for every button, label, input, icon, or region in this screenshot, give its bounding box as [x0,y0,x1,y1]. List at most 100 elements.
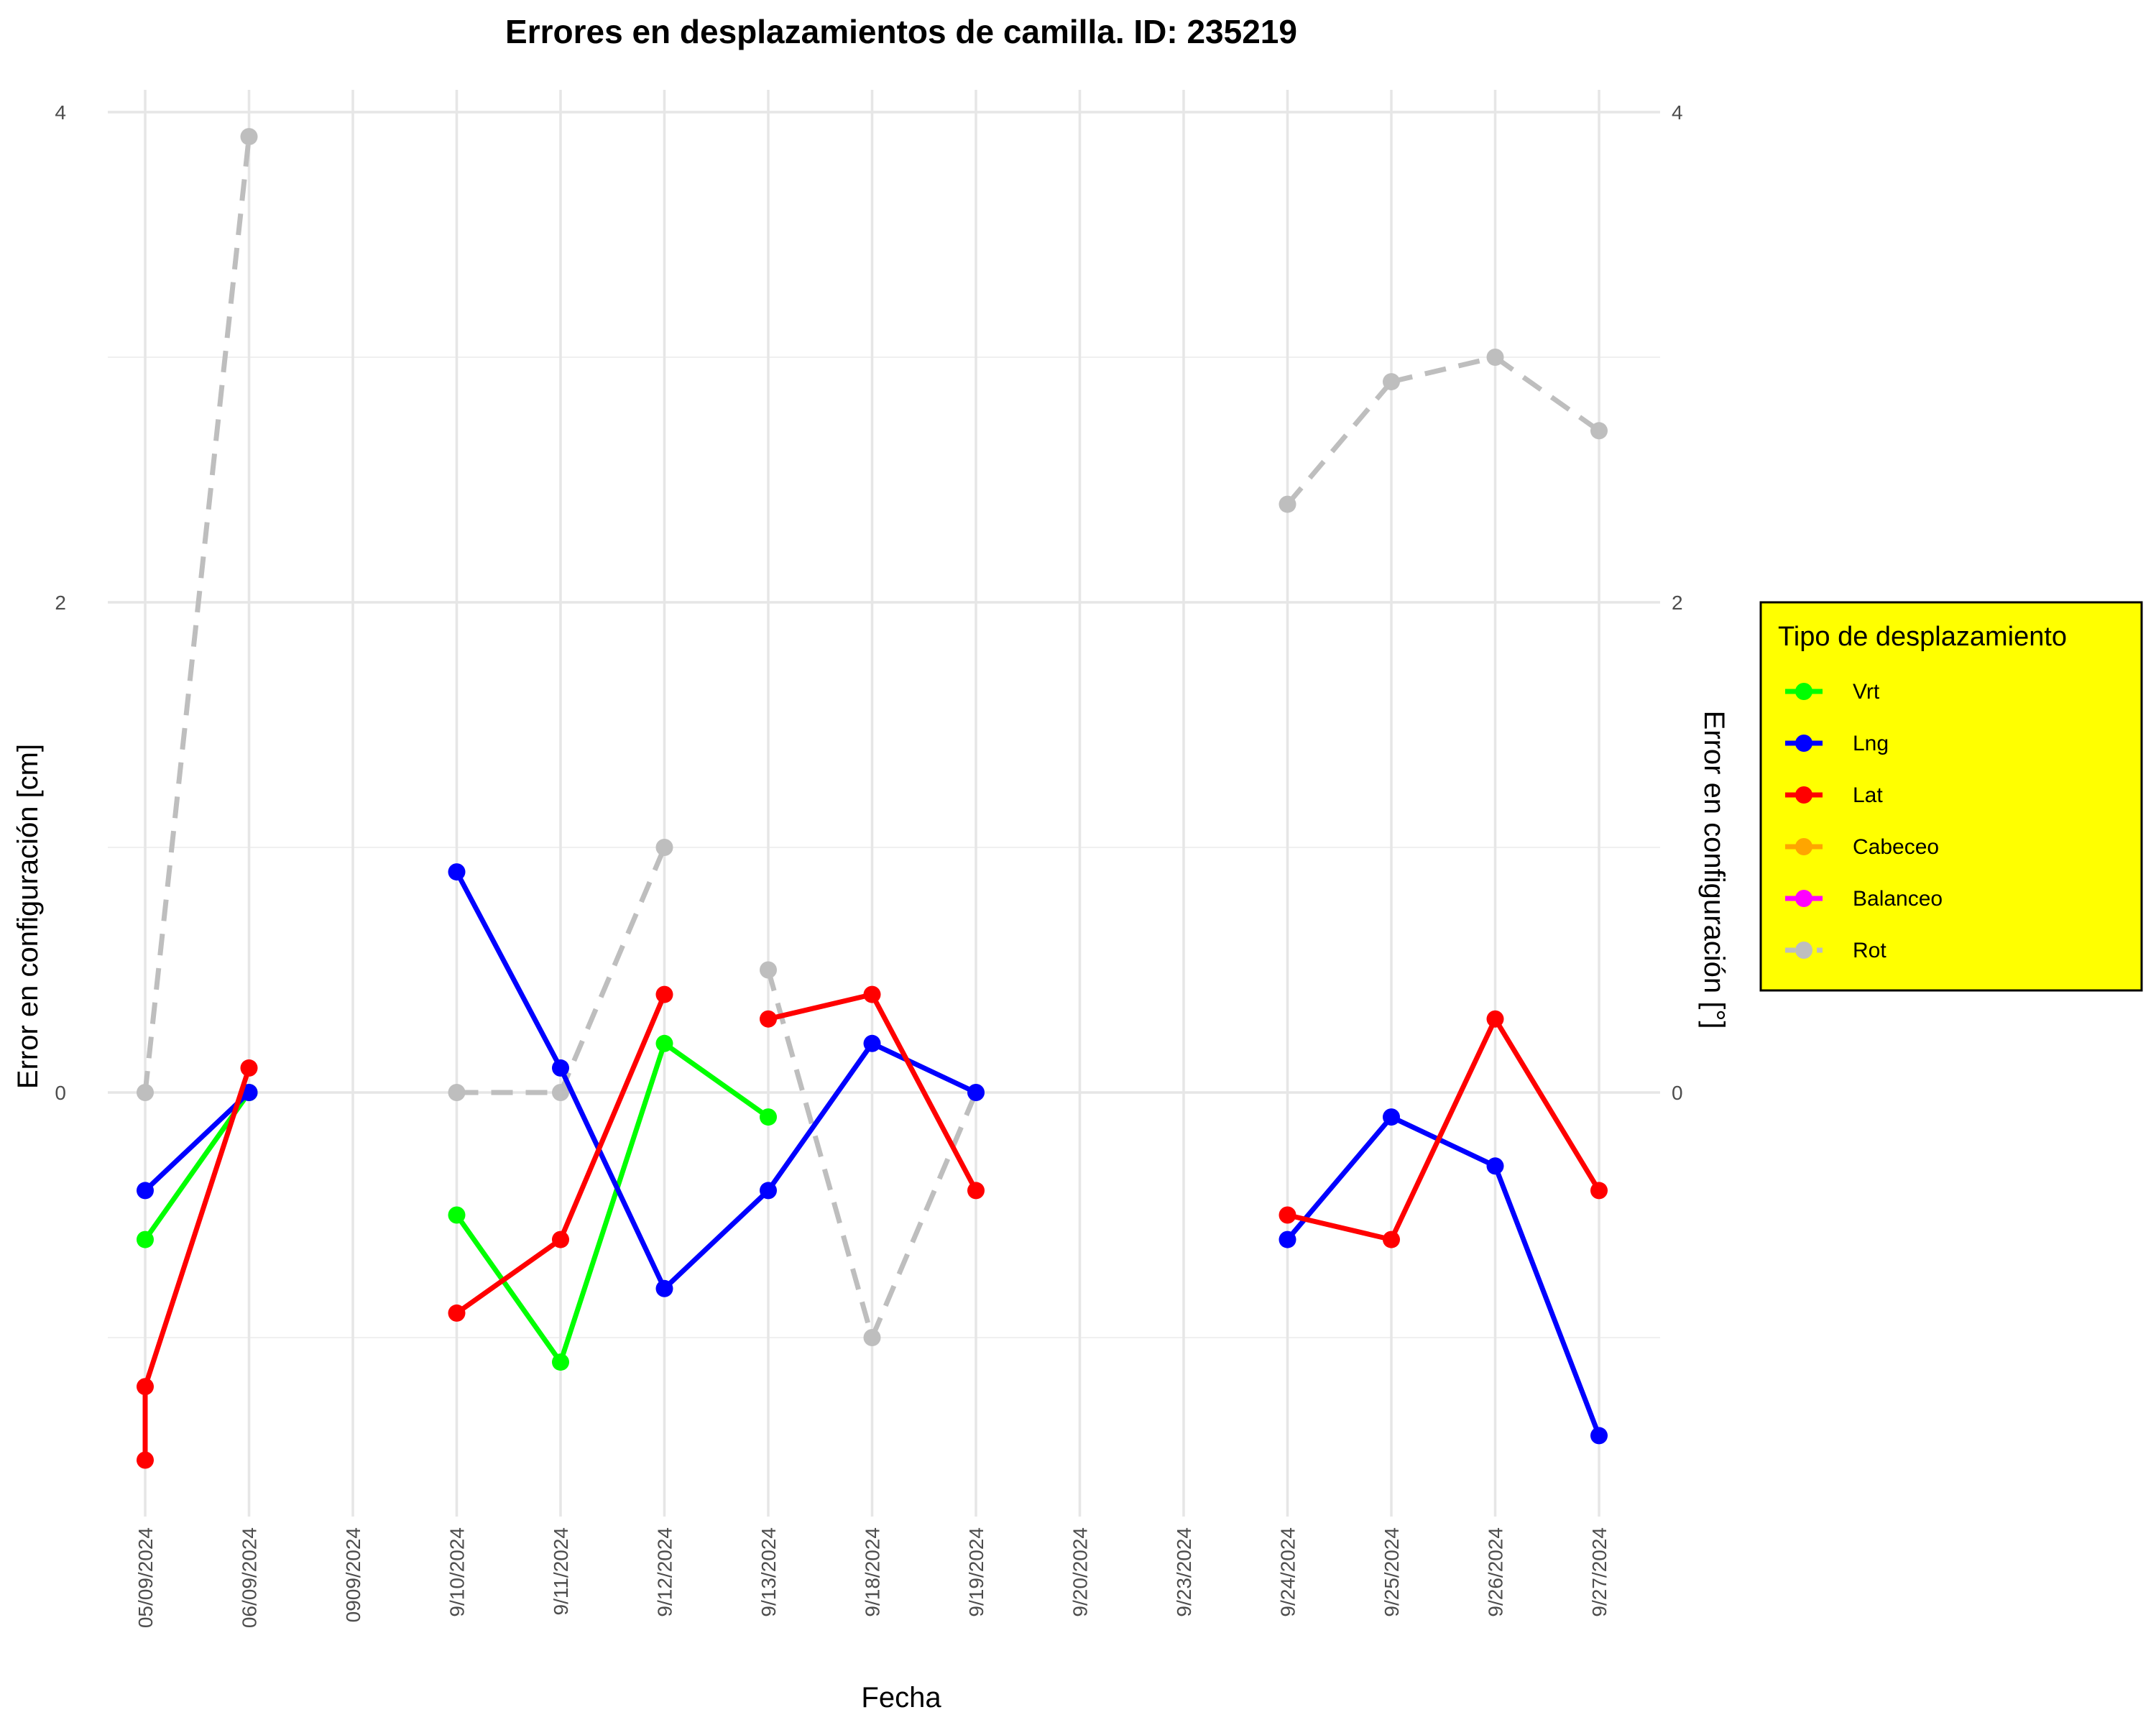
x-tick-label: 9/19/2024 [965,1527,987,1617]
line-segment-vrt [558,1042,667,1363]
point-rot [552,1084,569,1101]
line-segment-lng [1390,1114,1496,1169]
point-rot [448,1084,466,1101]
point-vrt [655,1034,673,1052]
point-vrt [137,1230,154,1248]
point-lat [967,1182,985,1200]
line-segment-lat [1388,1018,1498,1241]
point-lat [1590,1182,1608,1200]
legend-label-rot: Rot [1853,939,1886,962]
point-lng [552,1059,569,1077]
point-lat [1486,1010,1504,1028]
legend-key-lng [1785,735,1823,752]
y-tick-label-right: 2 [1672,592,1683,614]
point-rot [137,1084,154,1101]
legend-point-vrt [1795,683,1812,700]
line-segment-rot [1493,355,1601,433]
x-tick-label: 9/18/2024 [862,1527,884,1617]
point-lng [1486,1157,1504,1175]
line-segment-lng [1493,1165,1602,1437]
line-segment-rot [870,1091,979,1339]
point-lng [863,1034,881,1052]
y-tick-label: 2 [55,592,66,614]
point-lat [448,1304,466,1322]
point-rot [760,961,777,979]
legend-key-vrt [1785,683,1823,700]
series-vrt [137,1034,777,1371]
point-lat [1383,1230,1400,1248]
x-tick-label: 9/12/2024 [654,1527,676,1617]
legend-point-lng [1795,735,1812,752]
legend-label-cabeceo: Cabeceo [1853,835,1939,859]
legend-key-cabeceo [1785,838,1823,855]
point-lng [1279,1230,1296,1248]
point-rot [1279,495,1296,513]
line-segment-lng [454,870,563,1070]
point-rot [655,839,673,856]
point-lat [137,1451,154,1469]
x-tick-label: 9/27/2024 [1588,1527,1611,1617]
x-tick-label: 05/09/2024 [134,1527,157,1628]
line-segment-rot [142,136,252,1093]
legend-key-balanceo [1785,890,1823,907]
x-axis-title: Fecha [861,1682,941,1714]
point-vrt [448,1206,466,1224]
point-vrt [760,1108,777,1126]
grid-layer [108,90,1660,1517]
point-lng [1383,1108,1400,1126]
chart-title: Errores en desplazamientos de camilla. I… [505,13,1297,50]
legend-point-cabeceo [1795,838,1812,855]
line-segment-rot [1391,354,1496,385]
legend-key-lat [1785,786,1823,804]
series-lng [137,863,1608,1445]
point-lat [655,985,673,1003]
point-rot [863,1329,881,1346]
y-axis-title-right: Error en configuración [°] [1698,711,1730,1029]
point-lng [760,1182,777,1200]
line-segment-lat [768,992,873,1022]
legend-point-lat [1795,786,1812,804]
x-tick-label: 9/20/2024 [1069,1527,1092,1617]
legend-key-rot [1785,942,1823,959]
point-lat [137,1378,154,1396]
x-tick-label: 9/23/2024 [1173,1527,1195,1617]
point-lng [967,1084,985,1101]
point-rot [240,128,258,146]
line-segment-rot [1285,380,1393,506]
x-tick-label: 06/09/2024 [239,1527,261,1628]
point-lng [655,1279,673,1297]
legend-point-balanceo [1795,890,1812,907]
point-lat [760,1010,777,1028]
line-segment-lng [143,1090,251,1192]
series-lat [137,985,1608,1469]
series-layer [137,128,1608,1469]
line-segment-lat [142,1067,252,1388]
axis-layer: Errores en desplazamientos de camilla. I… [12,13,1730,1714]
point-lng [448,863,466,881]
y-tick-label: 4 [55,101,66,124]
legend-label-lat: Lat [1853,783,1883,807]
x-tick-label: 9/11/2024 [550,1527,572,1616]
line-segment-vrt [663,1041,770,1119]
legend-label-vrt: Vrt [1853,680,1880,704]
line-segment-rot [765,969,875,1338]
legend-title: Tipo de desplazamiento [1778,622,2067,652]
point-vrt [552,1353,569,1371]
x-tick-label: 0909/2024 [342,1527,364,1622]
y-tick-label-right: 0 [1672,1082,1683,1104]
point-lat [240,1059,258,1077]
line-segment-lng [871,1041,977,1095]
line-segment-lat [870,993,979,1192]
x-tick-label: 9/25/2024 [1381,1527,1403,1617]
point-lat [863,985,881,1003]
legend-label-balanceo: Balanceo [1853,887,1943,911]
x-tick-label: 9/24/2024 [1277,1527,1299,1617]
legend-box [1759,601,2143,992]
line-segment-lat [1286,1213,1392,1243]
point-lng [1590,1427,1608,1445]
point-rot [1486,349,1504,366]
x-tick-label: 9/26/2024 [1485,1527,1507,1617]
line-segment-lng [766,1041,875,1192]
